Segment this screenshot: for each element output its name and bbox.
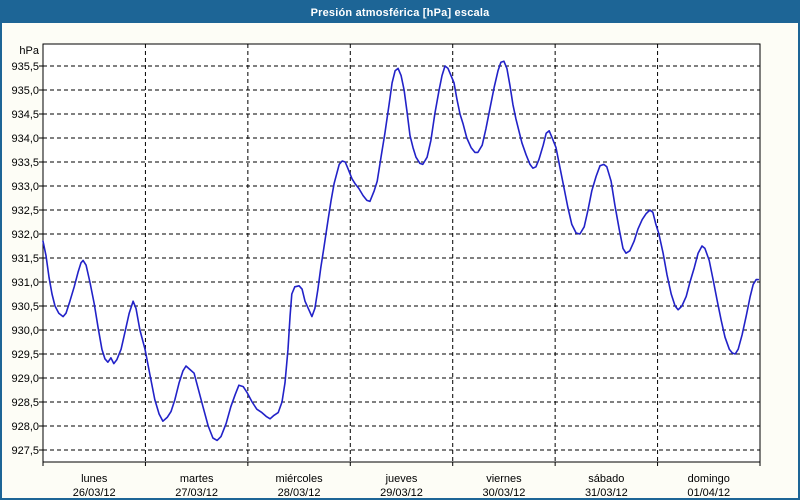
y-tick-label: 927,5 [11,445,39,457]
y-tick-label: 930,5 [11,301,39,313]
x-day-name-label: domingo [688,473,730,485]
y-tick-label: 932,0 [11,229,39,241]
x-day-date-label: 27/03/12 [175,487,218,499]
y-tick-label: 930,0 [11,325,39,337]
x-day-date-label: 28/03/12 [278,487,321,499]
x-day-date-label: 01/04/12 [687,487,730,499]
x-day-name-label: lunes [81,473,108,485]
x-day-date-label: 31/03/12 [585,487,628,499]
x-day-name-label: miércoles [276,473,324,485]
y-tick-label: 935,0 [11,85,39,97]
pressure-series-line [42,60,760,442]
x-day-date-label: 26/03/12 [73,487,116,499]
y-tick-label: 934,0 [11,133,39,145]
y-tick-label: 929,0 [11,373,39,385]
x-day-name-label: viernes [486,473,522,485]
pressure-chart: 935,5 935,0 934,5 934,0 933,5 933,0 932,5 932,0… [11,43,761,499]
y-tick-label: 932,5 [11,205,39,217]
x-day-name-label: martes [180,473,214,485]
title-bar: Presión atmosférica [hPa] escala [2,2,798,23]
window-title: Presión atmosférica [hPa] escala [310,6,490,19]
y-tick-label: 931,5 [11,253,39,265]
y-tick-label: 928,0 [11,421,39,433]
x-day-name-label: jueves [385,473,418,485]
y-axis-unit-label: hPa [19,45,39,57]
y-tick-label: 929,5 [11,349,39,361]
plot-area [42,43,761,463]
x-day-name-label: sábado [588,473,624,485]
y-tick-label: 928,5 [11,397,39,409]
y-tick-label: 933,5 [11,157,39,169]
x-day-date-label: 30/03/12 [483,487,526,499]
y-tick-label: 931,0 [11,277,39,289]
y-tick-label: 935,5 [11,61,39,73]
x-day-date-label: 29/03/12 [380,487,423,499]
y-tick-label: 934,5 [11,109,39,121]
y-tick-label: 933,0 [11,181,39,193]
